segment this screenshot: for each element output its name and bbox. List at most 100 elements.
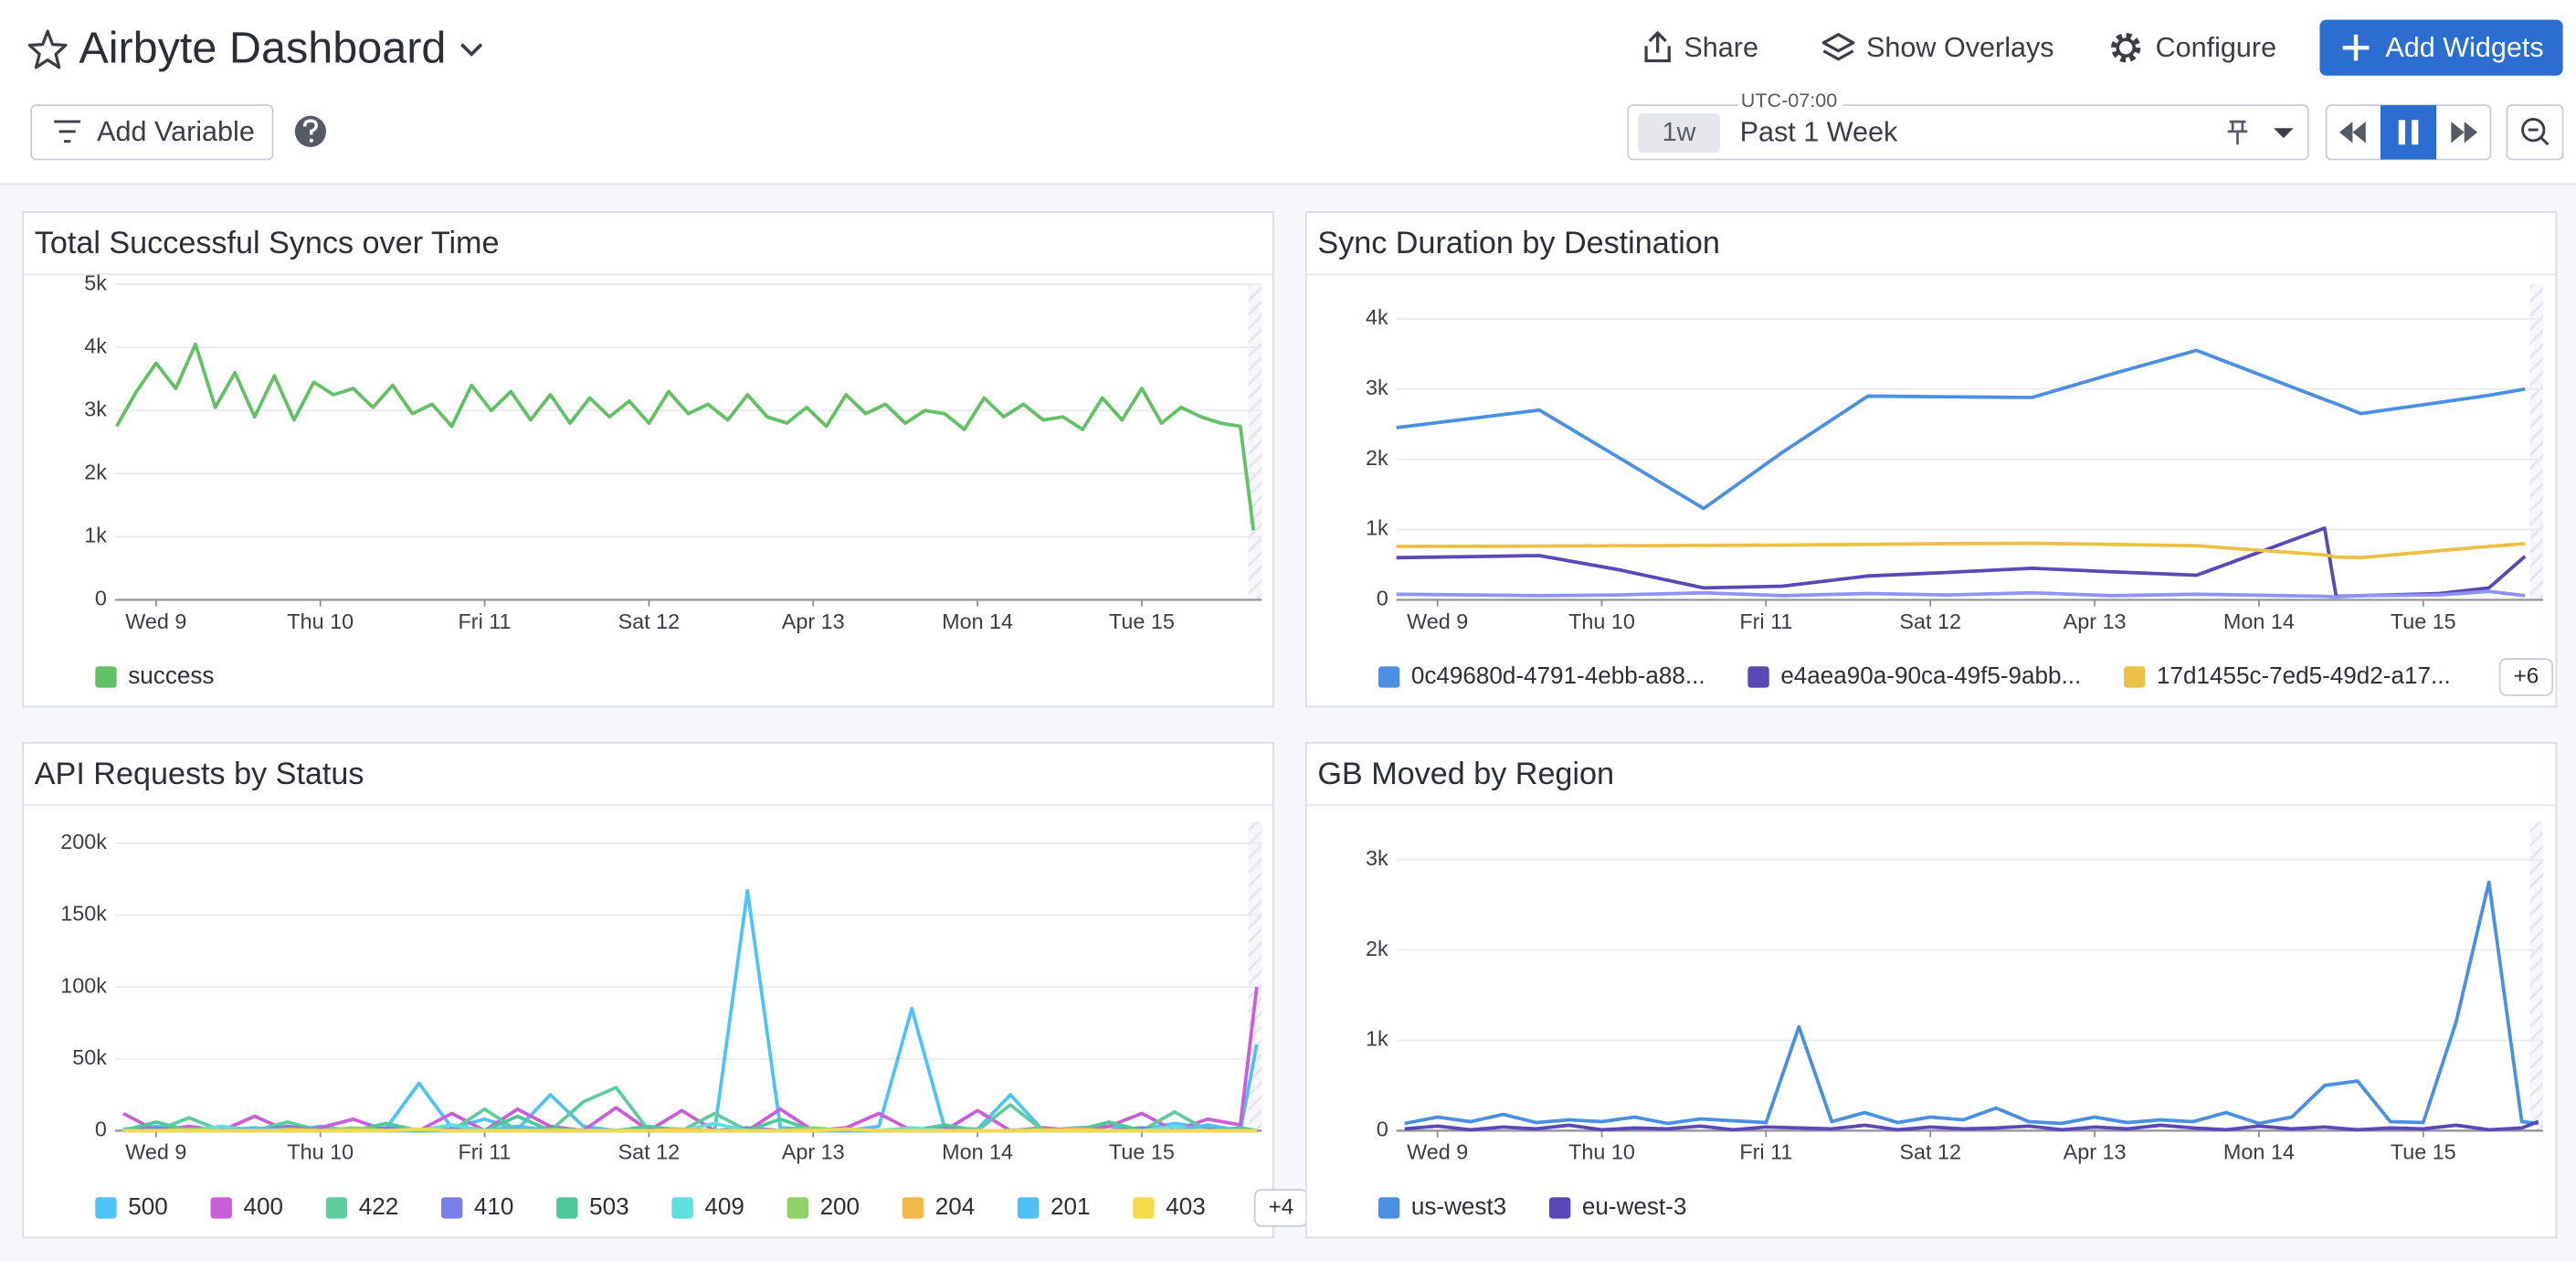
hatched-incomplete-area <box>2529 284 2544 600</box>
legend-label: 410 <box>474 1192 513 1220</box>
y-tick-label: 1k <box>1366 1027 1388 1051</box>
legend-swatch <box>95 1197 117 1219</box>
widget: Total Successful Syncs over Time 0 1k 2k 3k 4… <box>22 211 1274 708</box>
x-tick-label: Mon 14 <box>942 1140 1013 1164</box>
legend-label: 409 <box>704 1192 744 1220</box>
help-icon[interactable] <box>294 115 326 147</box>
legend-swatch <box>95 666 117 688</box>
widget: GB Moved by Region 0 1k 2k 3k Wed 9 Thu 10 Fri … <box>1304 742 2558 1239</box>
favorite-star[interactable] <box>27 29 68 69</box>
range-label: Past 1 Week <box>1740 117 1898 148</box>
y-tick-label: 3k <box>84 397 107 420</box>
hatched-incomplete-area <box>1248 821 1262 1131</box>
legend-more-button[interactable]: +6 <box>2498 658 2554 696</box>
x-tick-label: Wed 9 <box>125 1140 186 1164</box>
legend-label: success <box>128 662 214 689</box>
zoom-out-button[interactable] <box>2506 104 2564 161</box>
y-tick-label: 150k <box>60 902 107 926</box>
legend-label: 500 <box>128 1192 167 1220</box>
legend-label: 503 <box>589 1192 628 1220</box>
x-tick-label: Sat 12 <box>1899 609 1961 633</box>
legend-label: eu-west-3 <box>1582 1192 1686 1220</box>
series-line <box>122 1127 1257 1133</box>
x-tick-label: Mon 14 <box>942 609 1013 633</box>
x-tick-label: Fri 11 <box>1739 1140 1792 1164</box>
legend-swatch <box>902 1197 924 1219</box>
x-tick-label: Thu 10 <box>287 1140 354 1164</box>
widget-frame <box>22 211 1274 708</box>
timezone-label: UTC-07:00 <box>1741 89 1838 111</box>
legend-swatch <box>1378 666 1400 688</box>
hatched-incomplete-area <box>1248 284 1262 600</box>
x-tick-label: Apr 13 <box>782 1140 845 1164</box>
series-line <box>1404 880 2539 1126</box>
legend-label: 422 <box>359 1192 398 1220</box>
y-tick-label: 3k <box>1366 376 1388 399</box>
playback-controls[interactable] <box>2325 104 2492 161</box>
x-tick-label: Thu 10 <box>287 609 354 633</box>
x-tick-label: Mon 14 <box>2223 609 2295 633</box>
y-tick-label: 5k <box>84 270 107 294</box>
legend-label: 200 <box>820 1192 860 1220</box>
widget: API Requests by Status 0 50k 100k 150k 200k We… <box>22 742 1309 1239</box>
y-tick-label: 0 <box>95 587 107 610</box>
widget: Sync Duration by Destination 0 1k 2k 3k 4k Wed… <box>1304 211 2558 708</box>
legend-swatch <box>1018 1197 1040 1219</box>
widget-title: Total Successful Syncs over Time <box>35 226 500 260</box>
legend-label: 400 <box>243 1192 282 1220</box>
y-tick-label: 4k <box>84 334 107 357</box>
x-tick-label: Fri 11 <box>1739 609 1792 633</box>
series-line <box>1396 541 2526 560</box>
legend-swatch <box>1548 1197 1571 1219</box>
legend-swatch <box>787 1197 808 1219</box>
legend-label: 204 <box>935 1192 975 1220</box>
x-tick-label: Tue 15 <box>1109 1140 1175 1164</box>
legend-swatch <box>1378 1197 1400 1219</box>
y-tick-label: 1k <box>1366 516 1388 540</box>
y-tick-label: 0 <box>1377 587 1388 610</box>
legend-swatch <box>556 1197 578 1219</box>
x-tick-label: Apr 13 <box>782 609 845 633</box>
legend-more-frame <box>2498 658 2554 696</box>
share-button[interactable]: Share <box>1644 30 1758 63</box>
x-tick-label: Tue 15 <box>2391 609 2456 633</box>
add-variable-label: Add Variable <box>97 116 255 147</box>
legend-label: us-west3 <box>1411 1192 1506 1220</box>
add-widgets-button[interactable]: Add Widgets <box>2319 19 2563 76</box>
y-tick-label: 3k <box>1366 846 1388 870</box>
range-badge: 1w <box>1663 118 1696 147</box>
configure-button[interactable]: Configure <box>2111 32 2276 63</box>
series-line <box>1396 348 2526 511</box>
x-tick-label: Wed 9 <box>125 609 186 633</box>
y-tick-label: 200k <box>60 830 107 853</box>
y-tick-label: 100k <box>60 973 107 997</box>
legend-more-label: +4 <box>1269 1194 1294 1219</box>
x-tick-label: Sat 12 <box>1899 1140 1961 1164</box>
legend-swatch <box>210 1197 232 1219</box>
legend-label: 201 <box>1050 1192 1090 1220</box>
x-tick-label: Tue 15 <box>2391 1140 2456 1164</box>
y-tick-label: 2k <box>84 461 107 484</box>
y-tick-label: 1k <box>84 524 107 547</box>
widget-frame <box>22 742 1274 1239</box>
add-variable-button[interactable]: Add Variable <box>30 104 274 161</box>
legend-label: 0c49680d-4791-4ebb-a88... <box>1411 662 1705 689</box>
legend-swatch <box>1747 666 1769 688</box>
time-picker[interactable]: UTC-07:00 1w Past 1 Week <box>1627 89 2309 161</box>
legend-label: 403 <box>1166 1192 1205 1220</box>
x-tick-label: Wed 9 <box>1407 609 1468 633</box>
widget-title: API Requests by Status <box>35 757 364 791</box>
series-line <box>115 342 1256 531</box>
x-tick-label: Wed 9 <box>1407 1140 1468 1164</box>
overlays-button[interactable]: Show Overlays <box>1821 32 2054 63</box>
legend-more-button[interactable]: +4 <box>1253 1189 1309 1227</box>
legend-more-label: +6 <box>2514 663 2539 688</box>
legend-swatch <box>1133 1197 1155 1219</box>
hatched-incomplete-area <box>2529 821 2544 1131</box>
legend-swatch <box>2124 666 2146 688</box>
title-menu-chevron[interactable] <box>460 43 483 57</box>
add-widgets-label: Add Widgets <box>2385 32 2543 63</box>
overlays-label: Show Overlays <box>1866 32 2054 63</box>
x-tick-label: Apr 13 <box>2064 1140 2127 1164</box>
